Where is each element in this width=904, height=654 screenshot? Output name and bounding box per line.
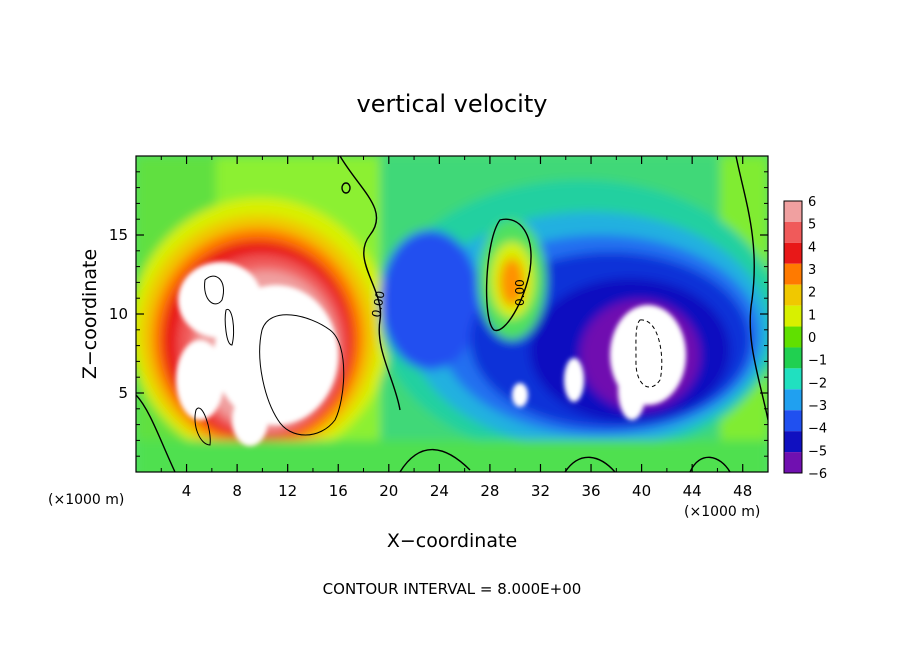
colorbar-swatch [784, 305, 802, 327]
x-tick-label: 40 [632, 482, 651, 500]
x-tick-label: 4 [182, 482, 192, 500]
x-unit-label-left: (×1000 m) [48, 492, 124, 508]
colorbar-swatch [784, 389, 802, 411]
colorbar-label: 2 [808, 286, 816, 301]
colorbar-frame [783, 200, 803, 474]
colorbar-label: 0 [808, 331, 816, 346]
x-tick-label: 36 [581, 482, 600, 500]
x-tick-label: 8 [232, 482, 242, 500]
colorbar-swatch [784, 201, 802, 222]
x-axis-label: X−coordinate [387, 530, 517, 552]
colorbar-label: −1 [808, 354, 827, 369]
colorbar-label: −3 [808, 399, 827, 414]
chart-title: vertical velocity [357, 90, 548, 118]
colorbar-label: −4 [808, 422, 827, 437]
colorbar-label: 1 [808, 308, 816, 323]
colorbar-swatch [784, 221, 802, 243]
y-axis-label: Z−coordinate [79, 249, 101, 379]
colorbar-label: 5 [808, 218, 816, 233]
colorbar-swatch [784, 431, 802, 453]
colorbar-swatch [784, 452, 802, 473]
colorbar: 6 5 4 3 2 1 0 −1 −2 −3 −4 −5 −6 [783, 195, 827, 482]
x-tick-label: 24 [430, 482, 449, 500]
x-tick-label: 12 [278, 482, 297, 500]
y-tick-label: 5 [118, 384, 128, 402]
colorbar-label: −5 [808, 444, 827, 459]
x-unit-label-right: (×1000 m) [684, 504, 760, 520]
colorbar-swatch [784, 326, 802, 348]
colorbar-swatch [784, 284, 802, 306]
x-tick-label: 48 [733, 482, 752, 500]
y-tick-label: 15 [109, 226, 128, 244]
colorbar-swatch [784, 263, 802, 285]
y-axis: 5 10 15 [109, 171, 768, 457]
colorbar-label: 3 [808, 263, 816, 278]
colorbar-label: −2 [808, 376, 827, 391]
colorbar-swatch [784, 347, 802, 369]
contour-interval-note: CONTOUR INTERVAL = 8.000E+00 [323, 580, 582, 598]
x-tick-label: 32 [531, 482, 550, 500]
colorbar-swatch [784, 368, 802, 390]
colorbar-label: 6 [808, 195, 816, 210]
y-tick-label: 10 [109, 305, 128, 323]
colorbar-label: 4 [808, 240, 816, 255]
x-tick-label: 16 [329, 482, 348, 500]
x-tick-label: 20 [379, 482, 398, 500]
colorbar-label: −6 [808, 467, 827, 482]
x-tick-label: 44 [683, 482, 702, 500]
colorbar-swatch [784, 242, 802, 264]
contour-label-left: 0.00 [369, 290, 387, 319]
x-axis: 4 8 12 16 20 24 28 32 36 40 44 48 [160, 156, 752, 500]
contour-label-right: 0.00 [513, 279, 527, 306]
colorbar-swatch [784, 410, 802, 432]
plot-area [136, 156, 768, 472]
x-tick-label: 28 [480, 482, 499, 500]
